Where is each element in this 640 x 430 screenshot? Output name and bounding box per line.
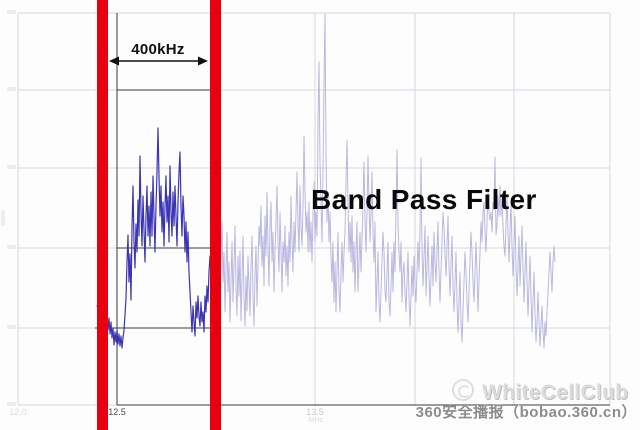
watermark-brand: WhiteCellClub [482, 381, 629, 404]
x-tick-label-12-0: 12.0 [9, 407, 27, 417]
bandpass-left-bar [97, 0, 108, 430]
y-tick-smudge [7, 325, 16, 329]
x-tick-label-12-5: 12.5 [108, 407, 126, 417]
bandwidth-annotation: 400kHz [131, 41, 185, 58]
watermark-source-line: 360安全播报（bobao.360.cn） [415, 404, 637, 421]
y-tick-smudge [7, 165, 16, 169]
bandpass-right-bar [210, 0, 221, 430]
band-pass-filter-label: Band Pass Filter [311, 184, 537, 215]
y-tick-smudge [7, 87, 16, 91]
y-tick-smudge [7, 402, 16, 406]
y-tick-smudge [7, 245, 16, 249]
whitecellclub-logo-icon [452, 379, 474, 401]
x-axis-unit-label: MHz [308, 417, 324, 424]
x-tick-label-13-5: 13.5 [306, 407, 324, 417]
y-tick-smudge [7, 10, 16, 14]
y-axis-label-smudge [1, 210, 5, 226]
